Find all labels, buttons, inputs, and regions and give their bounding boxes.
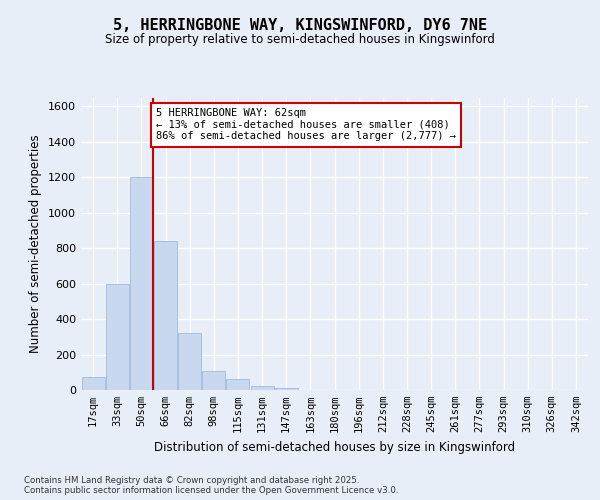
- Bar: [130, 178, 153, 390]
- Bar: [106, 284, 128, 390]
- X-axis label: Distribution of semi-detached houses by size in Kingswinford: Distribution of semi-detached houses by …: [154, 440, 515, 454]
- Text: Contains HM Land Registry data © Crown copyright and database right 2025.
Contai: Contains HM Land Registry data © Crown c…: [24, 476, 398, 495]
- Bar: [82, 376, 104, 390]
- Text: Size of property relative to semi-detached houses in Kingswinford: Size of property relative to semi-detach…: [105, 32, 495, 46]
- Bar: [178, 334, 201, 390]
- Text: 5, HERRINGBONE WAY, KINGSWINFORD, DY6 7NE: 5, HERRINGBONE WAY, KINGSWINFORD, DY6 7N…: [113, 18, 487, 32]
- Bar: [226, 380, 250, 390]
- Bar: [202, 370, 225, 390]
- Bar: [251, 386, 274, 390]
- Bar: [275, 388, 298, 390]
- Text: 5 HERRINGBONE WAY: 62sqm
← 13% of semi-detached houses are smaller (408)
86% of : 5 HERRINGBONE WAY: 62sqm ← 13% of semi-d…: [156, 108, 456, 142]
- Y-axis label: Number of semi-detached properties: Number of semi-detached properties: [29, 134, 43, 353]
- Bar: [154, 241, 177, 390]
